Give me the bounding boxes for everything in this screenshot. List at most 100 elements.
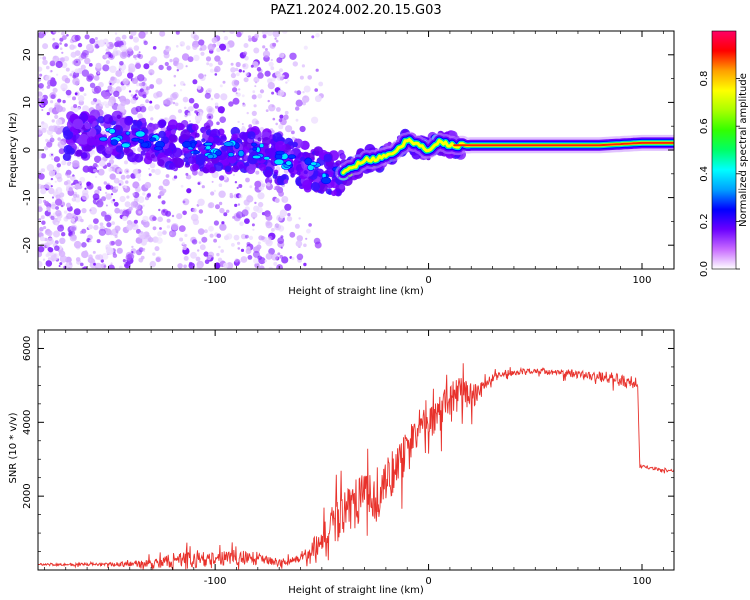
spectrum-speckle: [176, 69, 179, 72]
spectrum-speckle: [81, 69, 90, 77]
spectrum-speckle: [81, 242, 87, 248]
spectrum-speckle: [105, 48, 110, 52]
spectrum-speckle: [236, 211, 244, 219]
spectrum-speckle: [39, 73, 43, 77]
spectrum-speckle: [115, 186, 119, 189]
spectrum-speckle: [314, 95, 322, 103]
spectrum-speckle: [176, 62, 184, 70]
spectrum-speckle: [251, 223, 255, 227]
spectrum-speckle: [70, 175, 76, 181]
spectrum-speckle: [89, 82, 96, 89]
spectrum-speckle: [169, 230, 177, 238]
spectrum-speckle: [66, 212, 73, 220]
spectrum-speckle: [142, 220, 150, 228]
spectrum-speckle: [285, 81, 288, 84]
spectrum-speckle: [134, 203, 141, 210]
spectrogram-xtick-label: 100: [632, 275, 651, 286]
spectrum-speckle: [52, 37, 55, 41]
spectrum-speckle: [204, 259, 210, 265]
spectrum-speckle: [157, 231, 163, 237]
spectrum-band: [302, 152, 307, 157]
spectrum-speckle: [255, 120, 260, 125]
spectrum-speckle: [124, 160, 128, 165]
spectrum-speckle: [197, 228, 205, 235]
spectrum-speckle: [112, 198, 116, 202]
spectrum-speckle: [203, 251, 209, 257]
spectrum-speckle: [41, 168, 46, 173]
spectrum-speckle: [69, 44, 75, 50]
spectrum-speckle: [197, 249, 200, 252]
spectrum-speckle: [152, 252, 156, 256]
spectrum-speckle: [55, 206, 59, 210]
spectrum-speckle: [50, 70, 53, 73]
spectrum-speckle: [267, 31, 273, 36]
spectrum-speckle: [43, 199, 47, 203]
spectrum-speckle: [177, 263, 183, 269]
spectrum-speckle: [238, 69, 242, 73]
spectrum-speckle: [111, 221, 115, 226]
spectrum-speckle: [201, 236, 208, 243]
spectrum-speckle: [315, 68, 319, 72]
spectrum-speckle: [301, 64, 305, 68]
spectrum-speckle: [281, 196, 289, 203]
spectrum-speckle: [75, 194, 80, 198]
spectrum-speckle: [277, 252, 281, 256]
spectrum-speckle: [216, 233, 222, 239]
spectrum-speckle: [135, 228, 141, 234]
spectrum-speckle: [150, 117, 154, 121]
spectrum-speckle: [169, 232, 173, 235]
spectrum-speckle: [98, 81, 104, 88]
spectrum-speckle: [39, 226, 44, 232]
spectrum-hotspot: [149, 137, 157, 142]
spectrum-speckle: [61, 31, 65, 36]
spectrum-speckle: [150, 56, 158, 64]
spectrogram-xtick-label: -100: [204, 275, 227, 286]
spectrum-speckle: [149, 84, 155, 89]
spectrum-speckle: [133, 54, 137, 59]
spectrum-speckle: [79, 86, 85, 92]
spectrum-speckle: [72, 96, 76, 101]
spectrum-speckle: [183, 106, 187, 110]
spectrum-speckle: [271, 253, 279, 261]
spectrum-speckle: [162, 209, 166, 213]
spectrum-speckle: [223, 35, 229, 41]
spectrum-speckle: [149, 162, 156, 169]
spectrum-band: [115, 145, 124, 153]
spectrum-hotspot: [206, 153, 214, 159]
spectrum-band: [96, 144, 106, 154]
spectrum-speckle: [104, 228, 112, 236]
spectrum-speckle: [134, 57, 137, 61]
spectrum-speckle: [226, 209, 230, 213]
spectrum-speckle: [52, 42, 60, 50]
spectrum-speckle: [248, 37, 252, 42]
spectrum-speckle: [277, 89, 285, 97]
spectrum-speckle: [158, 208, 161, 212]
spectrum-speckle: [138, 231, 146, 239]
spectrum-speckle: [149, 100, 153, 104]
spectrum-speckle: [132, 192, 136, 196]
spectrum-speckle: [142, 248, 146, 251]
spectrum-speckle: [295, 240, 303, 247]
spectrum-speckle: [220, 93, 228, 101]
spectrum-speckle: [281, 74, 285, 78]
spectrum-speckle: [242, 70, 245, 73]
spectrum-speckle: [241, 94, 245, 98]
spectrum-speckle: [140, 86, 143, 89]
spectrum-band: [257, 137, 262, 142]
spectrum-speckle: [86, 75, 93, 82]
spectrum-speckle: [95, 254, 101, 260]
spectrum-speckle: [186, 188, 192, 194]
spectrum-speckle: [299, 125, 306, 133]
spectrum-speckle: [198, 170, 204, 177]
spectrum-speckle: [119, 171, 122, 174]
spectrum-speckle: [228, 101, 234, 107]
spectrum-hotspot: [215, 150, 222, 156]
spectrum-band: [140, 117, 147, 124]
spectrum-band: [192, 163, 200, 171]
spectrum-speckle: [165, 210, 172, 217]
spectrum-speckle: [99, 198, 103, 202]
spectrum-speckle: [99, 222, 104, 227]
spectrum-speckle: [311, 116, 319, 124]
spectrum-speckle: [73, 240, 82, 249]
spectrum-speckle: [99, 101, 104, 107]
